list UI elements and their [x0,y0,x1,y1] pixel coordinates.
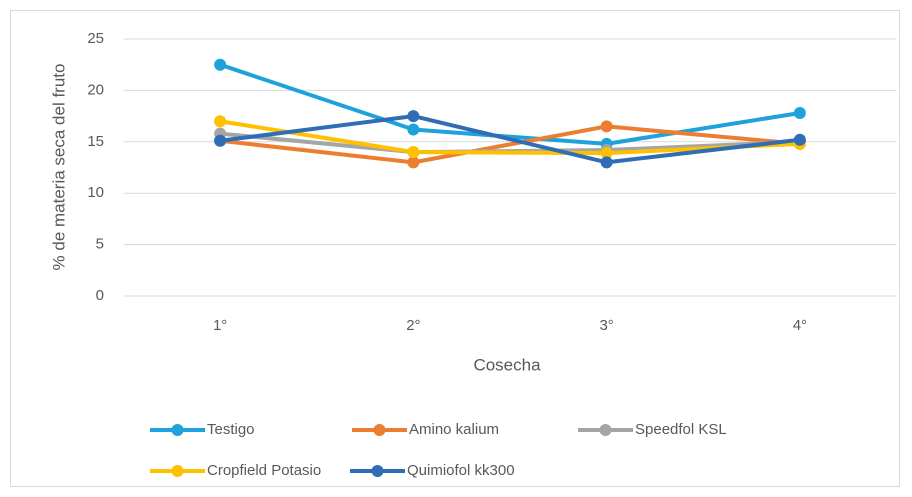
legend-label: Speedfol KSL [635,421,727,438]
legend-marker [599,424,612,436]
y-tick-label: 25 [87,30,104,47]
data-point [407,110,420,123]
series-line [219,62,801,146]
y-tick-label: 15 [87,133,104,150]
legend-label: Testigo [207,421,255,438]
data-point [407,123,420,136]
chart-frame [10,10,900,487]
data-point [214,115,227,128]
legend-label: Cropfield Potasio [207,462,321,479]
series-line [219,119,800,156]
data-point [407,156,420,169]
data-point [600,120,613,133]
data-point [214,58,227,71]
x-tick-label: 2° [406,317,420,334]
legend-marker [171,465,184,477]
x-tick-label: 4° [793,317,807,334]
series-line [219,124,801,165]
data-point [407,146,420,159]
legend-marker [371,465,384,477]
legend-marker [373,424,386,436]
legend-label: Quimiofol kk300 [407,462,515,479]
x-axis-label: Cosecha [473,355,541,374]
data-point [214,134,227,147]
y-tick-label: 10 [87,184,104,201]
y-tick-label: 5 [96,236,104,253]
y-tick-label: 0 [96,287,104,304]
data-point [600,147,613,160]
y-tick-label: 20 [87,81,104,98]
series-line [219,114,801,165]
legend-label: Amino kalium [409,421,499,438]
x-tick-label: 3° [599,317,613,334]
data-point [793,133,806,146]
y-axis-label: % de materia seca del fruto [49,64,68,271]
x-tick-label: 1° [213,317,227,334]
data-point [600,156,613,169]
legend-marker [171,424,184,436]
data-point [793,107,806,120]
